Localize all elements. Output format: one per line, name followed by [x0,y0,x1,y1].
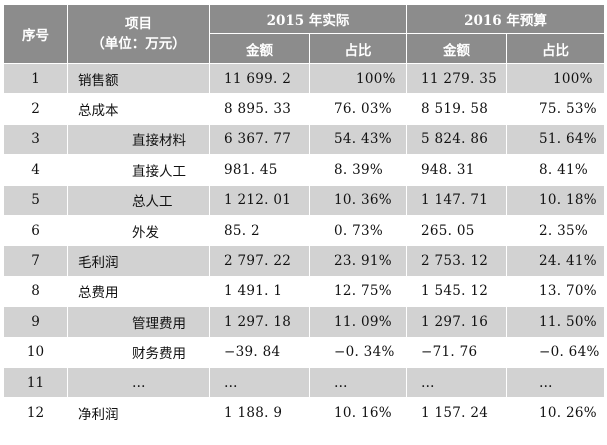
row-index: 5 [3,184,68,216]
item-column-header: 项目 （单位：万元） [67,4,210,64]
group-header-2015: 2015 年实际 [209,4,407,34]
table-row: 1 销售额 11 699. 2 100% 11 279. 35 100% [3,62,605,95]
row-index: 3 [3,123,68,156]
table-row: 4 直接人工 981. 45 8. 39% 948. 31 8. 41% [3,154,605,186]
ratio-2015-cell: 10. 36% [309,184,407,216]
ratio-2015-cell: 23. 91% [309,245,407,277]
row-item-name: 直接人工 [67,154,210,186]
amount-2015-cell: 11 699. 2 [209,62,310,95]
row-index: 1 [3,62,68,95]
ratio-2015-cell: 11. 09% [309,306,407,338]
ratio-2016-cell: 8. 41% [506,154,605,186]
row-index: 8 [3,275,68,308]
row-index: 9 [3,306,68,338]
table-row: 8 总费用 1 491. 1 12. 75% 1 545. 12 13. 70% [3,275,605,308]
index-column-header: 序号 [3,4,68,64]
row-item-name: 管理费用 [67,306,210,338]
ratio-2016-cell: 75. 53% [506,93,605,125]
amount-2015-cell: 981. 45 [209,154,310,186]
amount-2015-cell: … [209,366,310,399]
amount-2016-cell: 11 279. 35 [406,62,507,95]
table-body: 1 销售额 11 699. 2 100% 11 279. 35 100% 2 总成本 8 895… [3,62,605,429]
amount-2015-cell: 1 491. 1 [209,275,310,308]
ratio-2016-cell: 11. 50% [506,306,605,338]
amount-2016-cell: 2 753. 12 [406,245,507,277]
amount-2015-cell: 2 797. 22 [209,245,310,277]
row-item-name: 毛利润 [67,245,210,277]
amount-2016-cell: 265. 05 [406,214,507,247]
amount-2016-cell: 1 147. 71 [406,184,507,216]
amount-2016-cell: 1 297. 16 [406,306,507,338]
row-item-name: 总成本 [67,93,210,125]
ratio-2016-cell: … [506,366,605,399]
ratio-2016-cell: 51. 64% [506,123,605,156]
amount-2015-cell: 1 188. 9 [209,397,310,429]
table-row: 12 净利润 1 188. 9 10. 16% 1 157. 24 10. 26% [3,397,605,429]
budget-table-container: 序号 项目 （单位：万元） 2015 年实际 2016 年预算 金额 占比 金额… [3,4,605,429]
row-index: 6 [3,214,68,247]
row-item-name: 财务费用 [67,336,210,368]
ratio-2015-cell: 100% [309,62,407,95]
ratio-2016-cell: −0. 64% [506,336,605,368]
ratio-2015-cell: 0. 73% [309,214,407,247]
row-index: 4 [3,154,68,186]
amount-2016-cell: 8 519. 58 [406,93,507,125]
amount-2015-cell: 1 297. 18 [209,306,310,338]
amount-2016-cell: 5 824. 86 [406,123,507,156]
ratio-2016-cell: 10. 26% [506,397,605,429]
amount-2016-cell: 1 545. 12 [406,275,507,308]
item-header-title: 项目 [125,16,152,32]
ratio-header-2015: 占比 [309,33,407,64]
ratio-2016-cell: 100% [506,62,605,95]
row-item-name: … [67,366,210,399]
row-index: 11 [3,366,68,399]
amount-header-2016: 金额 [406,33,507,64]
amount-2015-cell: 1 212. 01 [209,184,310,216]
row-item-name: 外发 [67,214,210,247]
row-item-name: 净利润 [67,397,210,429]
amount-2016-cell: 1 157. 24 [406,397,507,429]
ratio-2015-cell: 8. 39% [309,154,407,186]
table-row: 5 总人工 1 212. 01 10. 36% 1 147. 71 10. 18% [3,184,605,216]
amount-2015-cell: 6 367. 77 [209,123,310,156]
row-index: 7 [3,245,68,277]
table-row: 11…………… [3,366,605,399]
row-item-name: 销售额 [67,62,210,95]
table-row: 3 直接材料 6 367. 77 54. 43% 5 824. 86 51. 64% [3,123,605,156]
budget-comparison-table: 序号 项目 （单位：万元） 2015 年实际 2016 年预算 金额 占比 金额… [3,4,605,429]
amount-2016-cell: … [406,366,507,399]
ratio-2015-cell: … [309,366,407,399]
row-item-name: 直接材料 [67,123,210,156]
amount-2016-cell: 948. 31 [406,154,507,186]
row-index: 10 [3,336,68,368]
amount-2015-cell: −39. 84 [209,336,310,368]
ratio-2015-cell: 12. 75% [309,275,407,308]
amount-2016-cell: −71. 76 [406,336,507,368]
table-row: 9 管理费用 1 297. 18 11. 09% 1 297. 16 11. 50% [3,306,605,338]
group-header-2016: 2016 年预算 [406,4,605,34]
amount-2015-cell: 8 895. 33 [209,93,310,125]
amount-2015-cell: 85. 2 [209,214,310,247]
table-row: 7 毛利润 2 797. 22 23. 91% 2 753. 12 24. 41% [3,245,605,277]
item-header-unit: （单位：万元） [91,36,186,52]
amount-header-2015: 金额 [209,33,310,64]
ratio-header-2016: 占比 [506,33,605,64]
ratio-2015-cell: −0. 34% [309,336,407,368]
ratio-2016-cell: 24. 41% [506,245,605,277]
table-header: 序号 项目 （单位：万元） 2015 年实际 2016 年预算 金额 占比 金额… [3,4,605,64]
row-index: 12 [3,397,68,429]
ratio-2015-cell: 54. 43% [309,123,407,156]
ratio-2016-cell: 2. 35% [506,214,605,247]
row-item-name: 总人工 [67,184,210,216]
table-row: 2 总成本 8 895. 33 76. 03% 8 519. 58 75. 53% [3,93,605,125]
ratio-2016-cell: 10. 18% [506,184,605,216]
ratio-2016-cell: 13. 70% [506,275,605,308]
table-row: 10 财务费用 −39. 84 −0. 34% −71. 76 −0. 64% [3,336,605,368]
ratio-2015-cell: 76. 03% [309,93,407,125]
ratio-2015-cell: 10. 16% [309,397,407,429]
row-index: 2 [3,93,68,125]
row-item-name: 总费用 [67,275,210,308]
table-row: 6 外发 85. 2 0. 73% 265. 05 2. 35% [3,214,605,247]
